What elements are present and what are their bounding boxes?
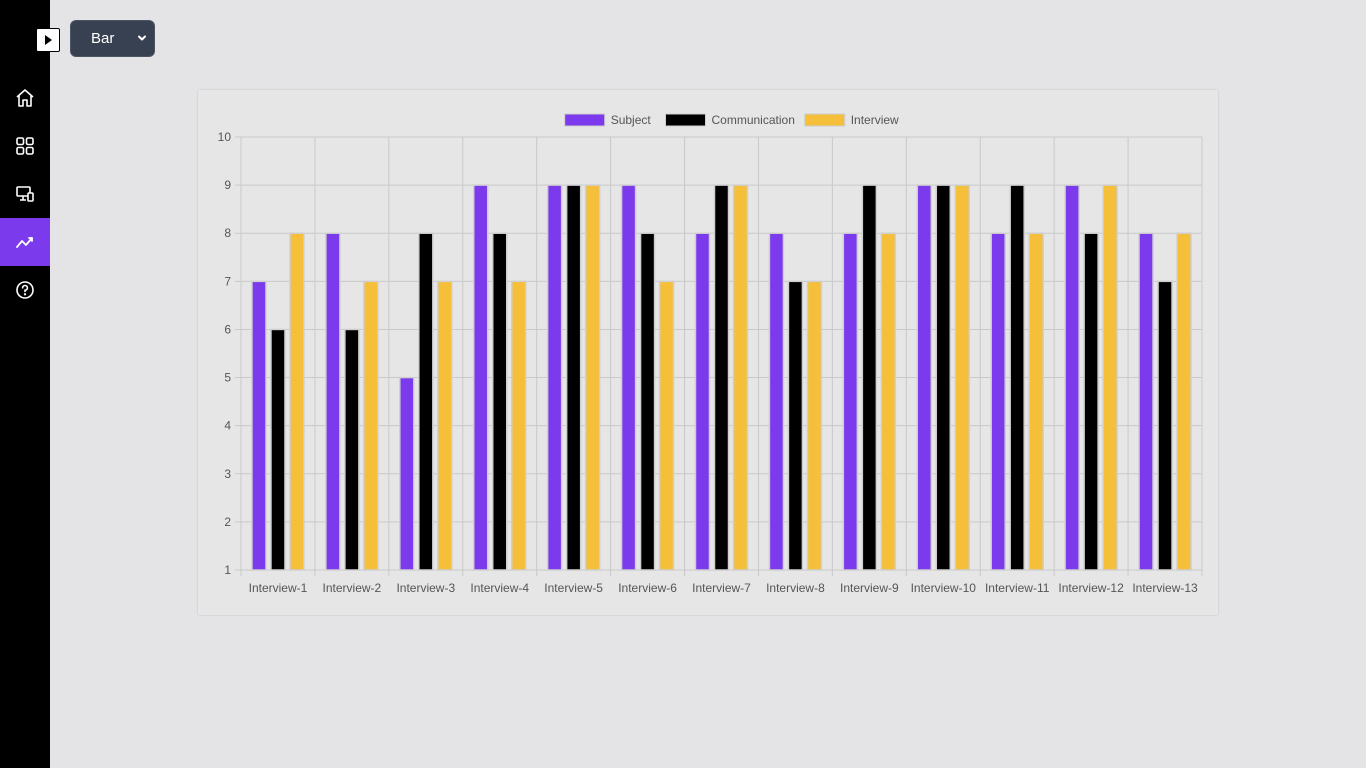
bar-communication <box>713 184 730 571</box>
help-icon <box>16 281 34 299</box>
y-tick-label: 10 <box>218 130 232 144</box>
bar-interview <box>510 280 527 571</box>
bar-interview <box>880 232 897 571</box>
bar-interview <box>1102 184 1118 571</box>
bar-subject <box>916 184 933 571</box>
y-tick-label: 3 <box>224 467 231 481</box>
bar-communication <box>491 232 508 571</box>
bar-communication <box>861 184 878 571</box>
x-tick-label: Interview-3 <box>396 581 455 595</box>
x-tick-label: Interview-7 <box>692 581 751 595</box>
x-tick-label: Interview-6 <box>618 581 677 595</box>
bar-subject <box>842 232 859 571</box>
legend-swatch-interview <box>804 113 846 127</box>
y-tick-label: 6 <box>224 322 231 336</box>
legend-label-communication: Communication <box>712 113 795 127</box>
devices-icon <box>16 186 34 202</box>
bar-subject <box>990 232 1006 571</box>
bar-communication <box>418 232 434 571</box>
bar-subject <box>768 232 785 571</box>
y-tick-label: 8 <box>224 226 231 240</box>
x-tick-label: Interview-11 <box>985 581 1050 595</box>
x-tick-label: Interview-13 <box>1132 581 1198 595</box>
bar-communication <box>1157 280 1173 571</box>
bar-subject <box>472 184 489 571</box>
legend-label-subject: Subject <box>611 113 652 127</box>
legend-swatch-communication <box>665 113 706 127</box>
bar-communication <box>270 328 286 571</box>
bar-subject <box>1064 184 1080 571</box>
legend-swatch-subject <box>564 113 606 127</box>
bar-subject <box>620 184 637 571</box>
bar-communication <box>787 280 804 571</box>
sidebar-item-help[interactable] <box>0 266 50 314</box>
chart-card: 1 2 3 4 5 6 7 8 9 10 Interview-1 Interview-2 Intervi… <box>198 90 1218 615</box>
bar-interview <box>289 232 305 571</box>
bar-interview <box>1028 232 1044 571</box>
bar-subject <box>399 376 415 571</box>
x-tick-label: Interview-2 <box>323 581 382 595</box>
x-tick-label: Interview-1 <box>249 581 308 595</box>
play-icon <box>45 35 52 45</box>
x-tick-label: Interview-8 <box>766 581 825 595</box>
bar-interview <box>732 184 749 571</box>
legend-label-interview: Interview <box>851 113 899 127</box>
bar-interview <box>437 280 453 571</box>
x-tick-label: Interview-5 <box>544 581 603 595</box>
bar-communication <box>935 184 952 571</box>
bar-interview <box>584 184 601 571</box>
y-tick-label: 2 <box>224 515 231 529</box>
bar-interview <box>1176 232 1192 571</box>
bar-communication <box>565 184 582 571</box>
bar-subject <box>1138 232 1154 571</box>
bar-interview <box>658 280 675 571</box>
bar-subject <box>546 184 563 571</box>
y-tick-label: 5 <box>224 371 231 385</box>
grid-icon <box>16 137 34 155</box>
bar-chart: 1 2 3 4 5 6 7 8 9 10 Interview-1 Interview-2 Intervi… <box>218 113 1203 595</box>
x-tick-label: Interview-10 <box>911 581 977 595</box>
bar-subject <box>251 280 267 571</box>
chart-type-select[interactable]: Bar <box>70 20 155 57</box>
x-tick-label: Interview-9 <box>840 581 899 595</box>
bar-communication <box>1083 232 1099 571</box>
y-tick-label: 4 <box>224 419 231 433</box>
bar-communication <box>1009 184 1025 571</box>
chevron-down-icon <box>138 35 146 41</box>
bar-interview <box>363 280 379 571</box>
sidebar-item-dashboard[interactable] <box>0 122 50 170</box>
bar-communication <box>344 328 360 571</box>
home-icon <box>16 89 34 107</box>
sidebar <box>0 0 50 768</box>
sidebar-item-analytics[interactable] <box>0 218 50 266</box>
bar-subject <box>325 232 341 571</box>
y-tick-label: 7 <box>224 274 231 288</box>
bar-subject <box>694 232 711 571</box>
bar-interview <box>954 184 971 571</box>
analytics-icon <box>16 237 33 248</box>
sidebar-item-home[interactable] <box>0 74 50 122</box>
x-tick-label: Interview-4 <box>470 581 529 595</box>
sidebar-item-devices[interactable] <box>0 170 50 218</box>
y-tick-label: 9 <box>224 178 231 192</box>
bar-interview <box>806 280 823 571</box>
x-tick-label: Interview-12 <box>1058 581 1124 595</box>
chart-type-select-value: Bar <box>91 30 115 47</box>
sidebar-toggle-button[interactable] <box>36 28 60 52</box>
bar-communication <box>639 232 656 571</box>
y-tick-label: 1 <box>224 563 231 577</box>
